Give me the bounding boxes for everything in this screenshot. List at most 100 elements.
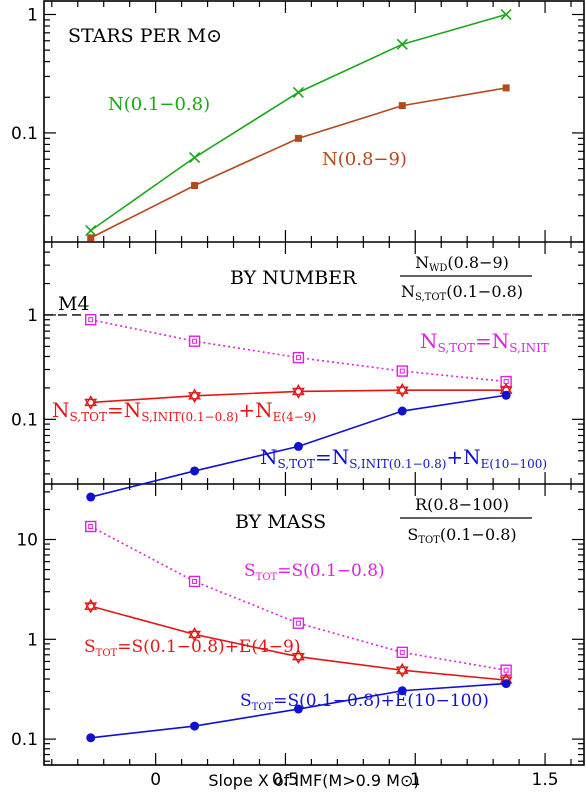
marker-star-down: [395, 386, 409, 398]
x-tick-label: 0.5: [272, 770, 299, 790]
y-tick-label: 10: [16, 531, 38, 551]
marker-square: [188, 335, 201, 347]
series-label: N(0.1−0.8): [108, 94, 210, 115]
label-part: S,TOT: [70, 410, 107, 424]
ratio-numerator: R(0.8−100): [415, 495, 509, 514]
data-point-marker: [502, 84, 510, 92]
marker-square-inner: [399, 649, 405, 655]
label-part: S,INIT: [509, 341, 549, 355]
series-label: STOT=S(0.1−0.8)+E(4−9): [84, 637, 300, 659]
label-part: N: [420, 329, 438, 353]
series-0-0: [85, 8, 512, 237]
label-part: N: [52, 398, 70, 422]
data-point-marker: [188, 626, 201, 642]
label-part: =N: [315, 445, 349, 469]
label-part: TOT: [252, 702, 274, 713]
marker-star-down: [395, 666, 409, 678]
ratio-part: N: [415, 253, 429, 272]
series-0-1: [87, 84, 510, 242]
data-point-marker: [398, 102, 406, 110]
data-point-marker: [294, 134, 302, 142]
marker-square-inner: [503, 667, 509, 673]
marker-square: [292, 617, 305, 629]
label-part: =N: [475, 329, 509, 353]
series-1-0: [85, 314, 512, 388]
label-part: =S(0.1−0.8)+E(4−9): [117, 637, 300, 657]
series-1-2: [86, 390, 511, 502]
data-point-marker: [85, 314, 97, 326]
y-ticks-panel-1: 10.1: [11, 241, 584, 484]
x-tick-labels: 0 0.5 1 1.5: [150, 770, 558, 790]
data-point-marker: [292, 617, 305, 629]
label-part: =S(0.1−0.8): [277, 561, 384, 581]
series-2-2: [86, 679, 511, 743]
data-point-marker: [84, 395, 98, 410]
marker-star-down: [188, 630, 201, 642]
series-label: STOT=S(0.1−0.8): [244, 561, 385, 583]
series-label: N(0.8−9): [322, 149, 407, 170]
ratio-part: S,TOT: [415, 292, 447, 303]
label-part: =N: [107, 398, 141, 422]
y-ticks-panel-2: 10 1 0.1: [11, 484, 584, 765]
y-tick-label: 1: [27, 630, 38, 650]
label-part: =S(0.1−0.8)+E(10−100): [273, 691, 489, 711]
data-point-marker: [396, 646, 408, 659]
ratio-part: N: [401, 282, 415, 301]
ratio-numerator: NWD(0.8−9): [415, 253, 509, 274]
panel-title: STARS PER M⊙: [68, 25, 222, 47]
marker-star-down: [292, 652, 305, 665]
panel-title: BY MASS: [235, 511, 326, 533]
label-part: TOT: [96, 648, 118, 659]
x-tick-label: 0: [150, 770, 161, 790]
ratio-part: S: [407, 525, 418, 544]
label-part: S,INIT(0.1−0.8): [141, 410, 238, 424]
ratio-denominator: STOT(0.1−0.8): [407, 525, 516, 546]
label-part: +N: [238, 398, 272, 422]
data-point-marker: [397, 406, 407, 416]
ratio-part: WD: [429, 263, 447, 274]
label-part: S: [240, 691, 252, 711]
label-part: S,TOT: [278, 457, 315, 471]
data-point-marker: [500, 8, 512, 21]
data-point-marker: [85, 520, 97, 533]
marker-star-down: [188, 392, 201, 404]
label-part: TOT: [256, 572, 278, 583]
marker-square-inner: [295, 355, 301, 361]
marker-square-inner: [88, 524, 94, 530]
data-point-marker: [87, 234, 95, 242]
ratio-part: (0.1−0.8): [440, 525, 517, 544]
series-label: NS,TOT=NS,INIT: [420, 329, 549, 355]
marker-square: [188, 575, 201, 588]
data-point-marker: [188, 335, 201, 347]
label-part: N: [260, 445, 278, 469]
y-tick-label: 1: [27, 306, 38, 326]
data-point-marker: [395, 662, 409, 678]
series-label: STOT=S(0.1−0.8)+E(10−100): [240, 691, 489, 713]
data-point-marker: [501, 390, 511, 400]
data-point-marker: [395, 382, 409, 398]
series-1-1: [84, 382, 513, 410]
label-part: E(4−9): [273, 410, 316, 424]
x-tick-label: 1.5: [532, 770, 559, 790]
label-part: S,TOT: [438, 341, 475, 355]
data-point-marker: [293, 441, 303, 451]
marker-square-inner: [295, 620, 301, 626]
series-label: NS,TOT=NS,INIT(0.1−0.8)+NE(10−100): [260, 445, 547, 471]
marker-square: [85, 520, 97, 533]
data-point-marker: [84, 598, 98, 614]
marker-square-inner: [192, 578, 198, 584]
data-point-marker: [292, 649, 305, 665]
marker-star-down: [84, 602, 98, 614]
y-tick-label: 0.1: [11, 730, 38, 750]
panel-title: BY NUMBER: [230, 267, 357, 289]
label-part: E(10−100): [481, 457, 547, 471]
data-point-marker: [86, 492, 96, 502]
data-point-marker: [396, 38, 408, 50]
plot-frame: [43, 0, 585, 766]
marker-square-inner: [192, 338, 198, 344]
ratio-denominator: NS,TOT(0.1−0.8): [401, 282, 523, 303]
reference-line-label: M4: [58, 293, 90, 315]
data-point-marker: [292, 86, 304, 98]
marker-square: [396, 646, 408, 659]
